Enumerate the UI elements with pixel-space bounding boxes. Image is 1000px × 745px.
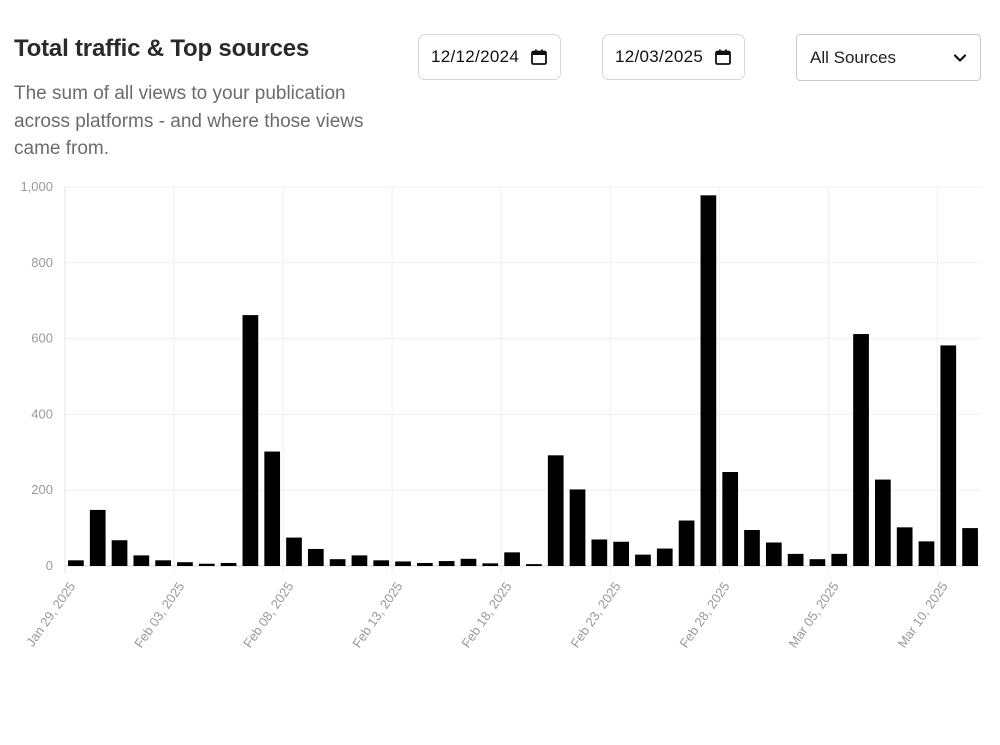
bar[interactable] xyxy=(635,554,651,566)
bar[interactable] xyxy=(329,559,346,566)
x-axis: Jan 29, 2025 Feb 03, 2025 Feb 08, 2025 Feb … xyxy=(23,579,951,650)
bar[interactable] xyxy=(896,527,913,566)
bar[interactable] xyxy=(351,555,368,566)
bar[interactable] xyxy=(373,560,390,566)
chart-grid xyxy=(64,186,981,574)
bar[interactable] xyxy=(678,520,695,566)
source-select[interactable]: All Sources xyxy=(796,34,981,81)
x-tick-label: Feb 03, 2025 xyxy=(131,579,187,650)
x-tick-label: Feb 23, 2025 xyxy=(567,579,623,650)
bar[interactable] xyxy=(547,455,564,566)
chevron-down-icon xyxy=(953,53,967,62)
traffic-bar-chart: 0 200 400 600 800 1,000 Jan 29, 2025 Feb 03, 2… xyxy=(20,179,981,650)
bar[interactable] xyxy=(787,553,804,566)
bar[interactable] xyxy=(264,451,281,566)
x-tick-label: Feb 08, 2025 xyxy=(240,579,296,650)
bar[interactable] xyxy=(133,555,150,566)
start-date-input[interactable]: 12/12/2024 xyxy=(418,34,561,80)
bar[interactable] xyxy=(417,562,433,566)
x-tick-label: Mar 10, 2025 xyxy=(895,579,951,650)
bar[interactable] xyxy=(504,552,520,566)
calendar-icon[interactable] xyxy=(530,48,548,66)
bar[interactable] xyxy=(395,561,411,566)
x-tick-label: Feb 28, 2025 xyxy=(676,579,732,650)
bar[interactable] xyxy=(918,541,935,566)
chart-header: Total traffic & Top sources The sum of a… xyxy=(14,32,394,163)
bar[interactable] xyxy=(569,489,586,566)
bar[interactable] xyxy=(220,562,237,566)
end-date-input[interactable]: 12/03/2025 xyxy=(602,34,745,80)
bar[interactable] xyxy=(765,542,782,566)
bar[interactable] xyxy=(111,540,128,566)
y-tick-label: 200 xyxy=(31,482,53,497)
y-tick-label: 1,000 xyxy=(20,179,53,194)
bar[interactable] xyxy=(744,529,760,566)
chart-bars xyxy=(68,195,978,566)
bar[interactable] xyxy=(438,561,455,566)
start-date-value: 12/12/2024 xyxy=(431,47,520,66)
y-tick-label: 0 xyxy=(46,558,53,573)
page-subtitle: The sum of all views to your publication… xyxy=(14,83,364,159)
x-tick-label: Feb 18, 2025 xyxy=(458,579,514,650)
source-select-value: All Sources xyxy=(810,47,896,67)
bar[interactable] xyxy=(809,559,826,566)
bar[interactable] xyxy=(68,560,84,566)
x-tick-label: Jan 29, 2025 xyxy=(23,579,78,649)
bar[interactable] xyxy=(460,558,477,566)
bar[interactable] xyxy=(286,537,302,566)
bar[interactable] xyxy=(722,472,739,566)
bar[interactable] xyxy=(962,528,978,566)
bar[interactable] xyxy=(700,195,717,566)
y-axis: 0 200 400 600 800 1,000 xyxy=(20,179,53,573)
page-title: Total traffic & Top sources xyxy=(14,35,310,62)
bar[interactable] xyxy=(853,334,869,566)
bar[interactable] xyxy=(591,539,608,566)
calendar-icon[interactable] xyxy=(714,48,732,66)
bar[interactable] xyxy=(831,553,848,566)
end-date-value: 12/03/2025 xyxy=(615,47,704,66)
y-tick-label: 600 xyxy=(31,331,53,346)
bar[interactable] xyxy=(307,548,324,566)
bar[interactable] xyxy=(526,564,542,566)
bar[interactable] xyxy=(656,548,673,566)
bar[interactable] xyxy=(940,345,957,566)
bar[interactable] xyxy=(155,560,171,566)
y-tick-label: 400 xyxy=(31,406,53,421)
x-tick-label: Mar 05, 2025 xyxy=(785,579,841,650)
y-tick-label: 800 xyxy=(31,255,53,270)
x-tick-label: Feb 13, 2025 xyxy=(349,579,405,650)
bar[interactable] xyxy=(198,563,215,566)
bar[interactable] xyxy=(89,509,106,566)
bar[interactable] xyxy=(177,562,193,566)
bar[interactable] xyxy=(242,315,259,566)
bar[interactable] xyxy=(613,541,629,566)
bar[interactable] xyxy=(875,479,891,566)
bar[interactable] xyxy=(482,563,499,566)
